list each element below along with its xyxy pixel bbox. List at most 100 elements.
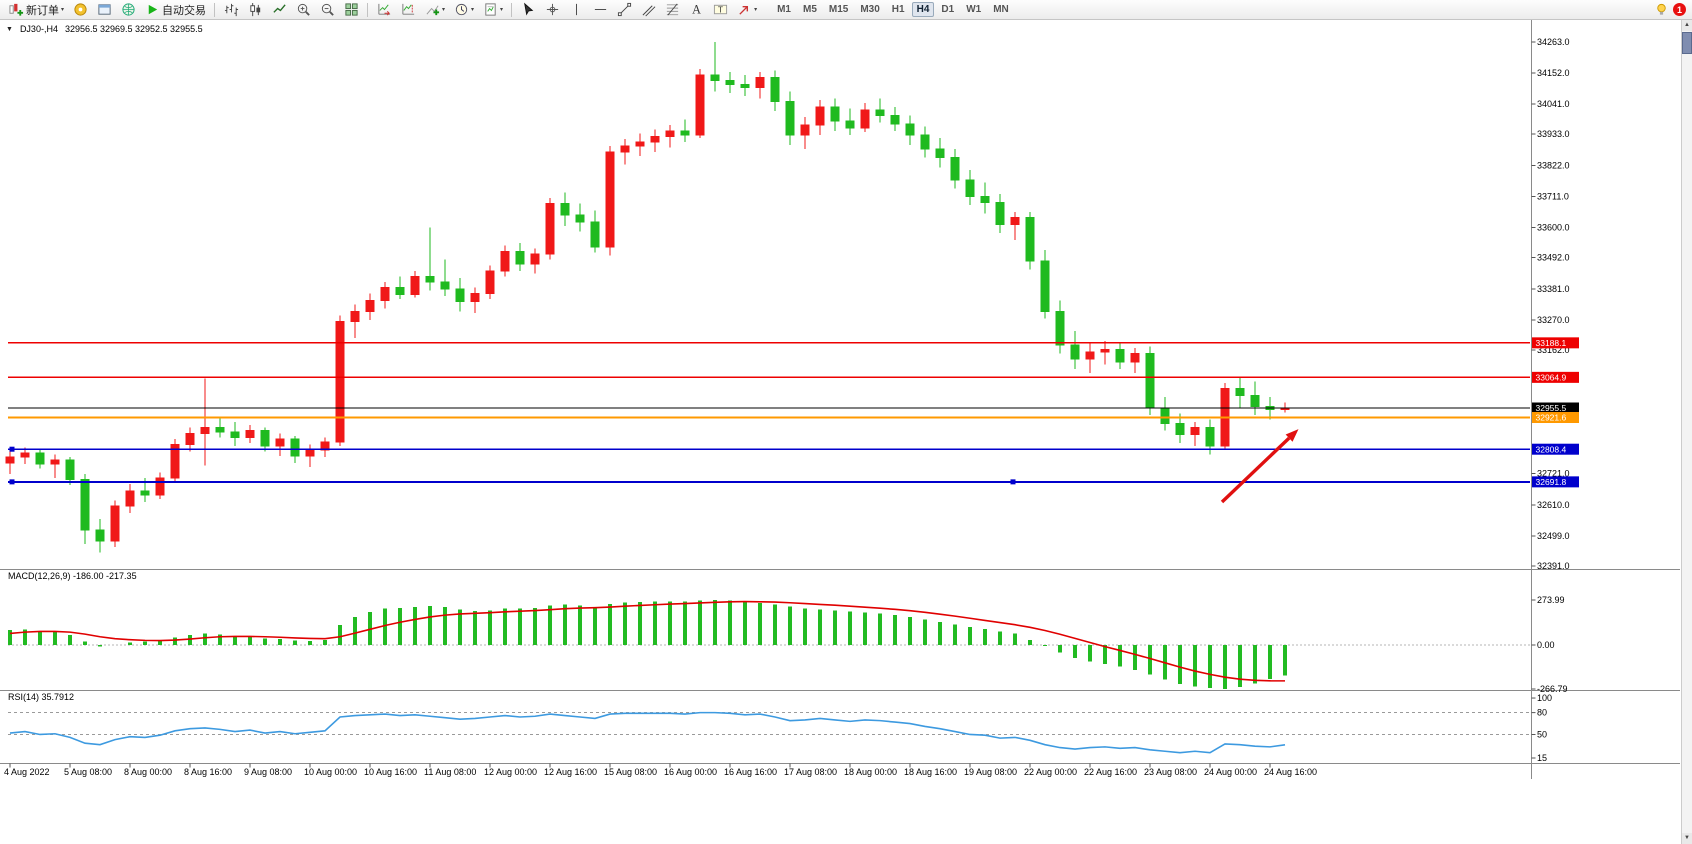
guide-icon xyxy=(72,2,88,18)
arrows-button[interactable]: ▾ xyxy=(732,1,761,19)
svg-text:12 Aug 00:00: 12 Aug 00:00 xyxy=(484,767,537,777)
timeframe-w1[interactable]: W1 xyxy=(966,4,982,15)
ideas-bulb-icon[interactable] xyxy=(1653,2,1669,18)
auto-scroll-button[interactable] xyxy=(372,1,396,19)
vertical-scrollbar[interactable]: ▲ ▼ xyxy=(1681,20,1692,844)
window-icon xyxy=(96,2,112,18)
collapse-icon[interactable]: ▼ xyxy=(6,25,13,33)
arrow-annotation[interactable] xyxy=(1220,429,1299,504)
indicators-icon xyxy=(424,2,440,18)
svg-text:11 Aug 08:00: 11 Aug 08:00 xyxy=(424,767,476,777)
timeframe-m30[interactable]: M30 xyxy=(860,4,880,15)
scroll-up-arrow-icon[interactable]: ▲ xyxy=(1682,20,1692,31)
svg-text:34263.0: 34263.0 xyxy=(1537,37,1570,47)
svg-text:16 Aug 16:00: 16 Aug 16:00 xyxy=(724,767,777,777)
toolbar-separator xyxy=(214,2,216,17)
tile-windows-button[interactable] xyxy=(339,1,363,19)
zoomout-icon xyxy=(319,2,335,18)
auto-trading-button-label: 自动交易 xyxy=(162,4,207,17)
svg-text:15: 15 xyxy=(1537,753,1547,763)
chevron-down-icon: ▾ xyxy=(500,6,504,13)
label-icon: T xyxy=(712,2,728,18)
cursor-icon xyxy=(520,2,536,18)
vertical-line-button[interactable] xyxy=(564,1,588,19)
line-chart-button[interactable] xyxy=(267,1,291,19)
svg-text:33162.0: 33162.0 xyxy=(1537,345,1570,355)
scroll-down-arrow-icon[interactable]: ▼ xyxy=(1682,833,1692,844)
rsi-label: RSI(14) 35.7912 xyxy=(8,692,75,702)
svg-text:4 Aug 2022: 4 Aug 2022 xyxy=(4,767,50,777)
arrows-icon xyxy=(736,2,752,18)
cursor-button[interactable] xyxy=(516,1,540,19)
svg-text:273.99: 273.99 xyxy=(1537,595,1565,605)
bar-chart-button[interactable] xyxy=(219,1,243,19)
svg-text:24 Aug 16:00: 24 Aug 16:00 xyxy=(1264,767,1317,777)
svg-text:8 Aug 00:00: 8 Aug 00:00 xyxy=(124,767,172,777)
trendline-button[interactable] xyxy=(612,1,636,19)
time-axis[interactable]: 4 Aug 2022 5 Aug 08:00 8 Aug 00:00 8 Aug 16… xyxy=(4,763,1317,778)
svg-text:24 Aug 00:00: 24 Aug 00:00 xyxy=(1204,767,1257,777)
svg-text:9 Aug 08:00: 9 Aug 08:00 xyxy=(244,767,292,777)
auto-trading-button[interactable]: 自动交易 xyxy=(140,1,210,19)
timeframe-h1[interactable]: H1 xyxy=(891,4,905,15)
candlestick-chart-button[interactable] xyxy=(243,1,267,19)
periods-button[interactable]: ▾ xyxy=(449,1,478,19)
timeframe-d1[interactable]: D1 xyxy=(941,4,955,15)
svg-text:80: 80 xyxy=(1537,708,1547,718)
timeframe-toolbar: M1 M5 M15 M30 H1 H4 D1 W1 MN xyxy=(771,2,1015,17)
svg-text:18 Aug 00:00: 18 Aug 00:00 xyxy=(844,767,897,777)
notification-badge[interactable]: 1 xyxy=(1673,3,1686,16)
svg-text:32721.0: 32721.0 xyxy=(1537,469,1570,479)
svg-text:33492.0: 33492.0 xyxy=(1537,253,1570,263)
text-button[interactable]: A xyxy=(684,1,708,19)
svg-text:32921.6: 32921.6 xyxy=(1536,413,1567,423)
web-icon xyxy=(120,2,136,18)
timeframe-h4[interactable]: H4 xyxy=(911,2,935,17)
crosshair-button[interactable] xyxy=(540,1,564,19)
price-lines-layer[interactable] xyxy=(8,342,1530,485)
indicators-button[interactable]: ▾ xyxy=(420,1,449,19)
text-icon: A xyxy=(688,2,704,18)
timeframe-m15[interactable]: M15 xyxy=(828,4,849,15)
channel-button[interactable] xyxy=(636,1,660,19)
label-button[interactable]: T xyxy=(708,1,732,19)
svg-text:10 Aug 00:00: 10 Aug 00:00 xyxy=(304,767,357,777)
vline-icon xyxy=(568,2,584,18)
chart-shift-button[interactable] xyxy=(396,1,420,19)
timeframe-m5[interactable]: M5 xyxy=(802,4,817,15)
new-window-button[interactable] xyxy=(92,1,116,19)
svg-text:12 Aug 16:00: 12 Aug 16:00 xyxy=(544,767,597,777)
candles-layer xyxy=(5,41,1290,553)
svg-text:33188.1: 33188.1 xyxy=(1536,338,1567,348)
svg-text:33600.0: 33600.0 xyxy=(1537,222,1570,232)
hline-icon xyxy=(592,2,608,18)
fibonacci-button[interactable] xyxy=(660,1,684,19)
community-button[interactable] xyxy=(116,1,140,19)
svg-text:32610.0: 32610.0 xyxy=(1537,500,1570,510)
scrollbar-thumb[interactable] xyxy=(1682,32,1692,54)
svg-text:34152.0: 34152.0 xyxy=(1537,68,1570,78)
toolbar-buttons: 新订单 ▾ 自动交易 ▾ ▾ ▾ A T ▾ xyxy=(4,1,761,19)
timeframe-m1[interactable]: M1 xyxy=(777,4,791,15)
svg-text:17 Aug 08:00: 17 Aug 08:00 xyxy=(784,767,837,777)
templates-button[interactable]: ▾ xyxy=(478,1,507,19)
svg-text:33381.0: 33381.0 xyxy=(1537,284,1570,294)
timeframe-mn[interactable]: MN xyxy=(993,4,1009,15)
panel-separators xyxy=(0,20,1680,779)
symbol-period: DJ30-,H4 xyxy=(19,24,58,34)
guide-button[interactable] xyxy=(68,1,92,19)
toolbar: 新订单 ▾ 自动交易 ▾ ▾ ▾ A T ▾ M1 M5 M15 M30 H1 H4 D1 W1 MN 1 xyxy=(0,0,1692,20)
zoom-out-button[interactable] xyxy=(315,1,339,19)
svg-text:15 Aug 08:00: 15 Aug 08:00 xyxy=(604,767,657,777)
macd-panel: 273.99 0.00 -266.79 xyxy=(8,595,1568,694)
zoom-in-button[interactable] xyxy=(291,1,315,19)
templates-icon xyxy=(482,2,498,18)
horizontal-line-button[interactable] xyxy=(588,1,612,19)
trendline-icon xyxy=(616,2,632,18)
price-axis[interactable]: 34263.0 34152.0 34041.0 33933.0 33822.0 33711… xyxy=(1531,37,1580,571)
new-order-button[interactable]: 新订单 ▾ xyxy=(4,1,68,19)
chevron-down-icon: ▾ xyxy=(754,6,758,13)
svg-text:8 Aug 16:00: 8 Aug 16:00 xyxy=(184,767,232,777)
autotrade-icon xyxy=(144,2,160,18)
